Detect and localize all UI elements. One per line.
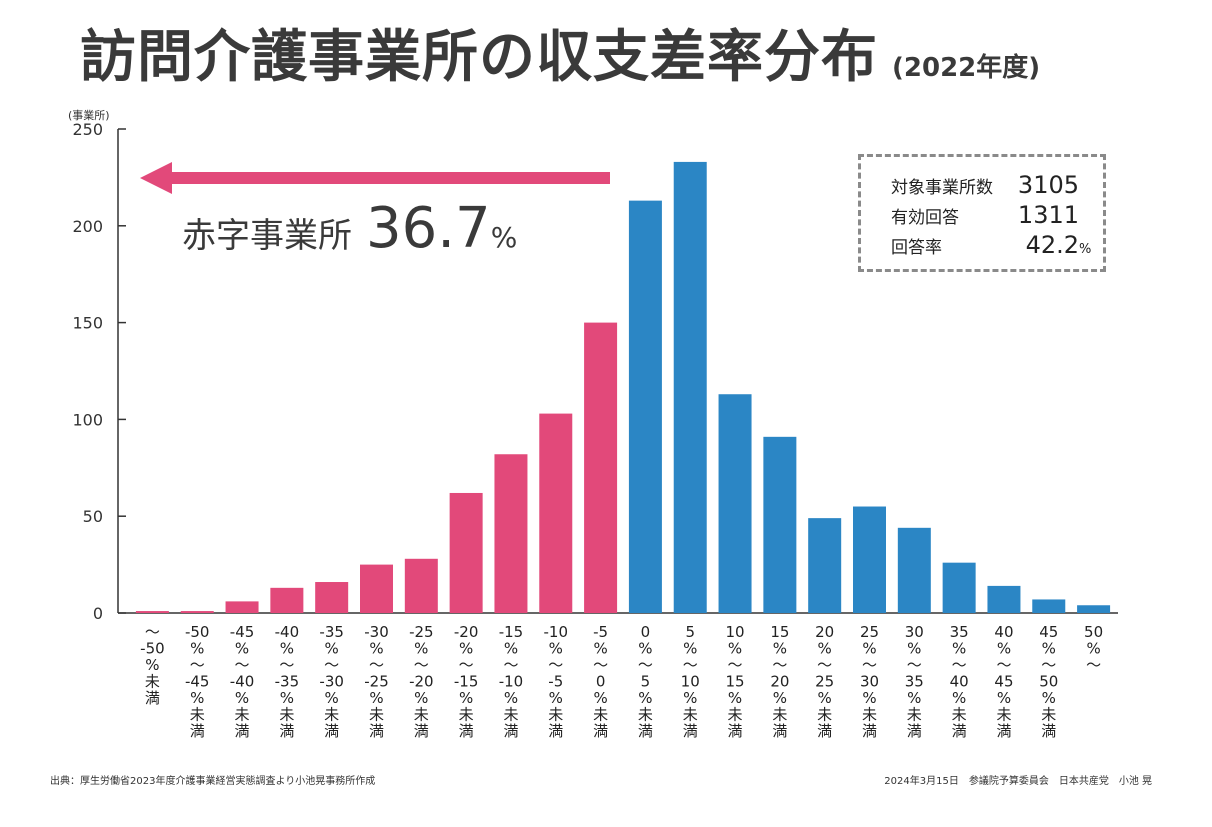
x-tick-label: 50 %〜 (1084, 623, 1103, 674)
bar (1077, 605, 1111, 613)
bar (628, 200, 662, 613)
bar (763, 436, 797, 613)
x-tick-label: -30 %〜-25 %未満 (364, 623, 389, 740)
x-tick-label: -15 %〜-10 %未満 (499, 623, 524, 740)
bar (1032, 599, 1066, 613)
stat-label: 対象事業所数 (891, 178, 993, 198)
stat-value: 3105 (1017, 171, 1079, 199)
bar (135, 611, 169, 613)
x-tick-label: 20 %〜 25 %未満 (815, 623, 834, 740)
bar (539, 413, 573, 613)
y-tick-label: 100 (72, 410, 103, 429)
bar (180, 611, 214, 613)
x-tick-label: 45 %〜 50 %未満 (1039, 623, 1058, 740)
x-tick-label: 5 %〜 10 %未満 (681, 623, 700, 740)
bar (270, 587, 304, 613)
y-tick-label: 150 (72, 314, 103, 333)
x-tick-label: -45 %〜-40 %未満 (230, 623, 255, 740)
bar (853, 506, 886, 613)
bar (360, 564, 393, 613)
x-tick-label: -25 %〜-20 %未満 (409, 623, 434, 740)
footer-source: 出典：厚生労働省2023年度介護事業経営実態調査より小池晃事務所作成 (50, 776, 376, 787)
bar (449, 492, 483, 613)
y-tick-label: 50 (83, 507, 103, 526)
bar (673, 161, 707, 614)
bar (225, 601, 259, 613)
bar-chart: (事業所) 0 50 100 150 200 250 〜-50 %未満 -50 %〜-45 %未満 -4… (68, 109, 1118, 740)
stat-value: 1311 (1017, 201, 1079, 229)
bar (315, 582, 349, 613)
bar (494, 454, 528, 613)
stat-label: 有効回答 (891, 208, 959, 228)
page-title: 訪問介護事業所の収支差率分布 (80, 25, 878, 90)
bar (897, 527, 931, 613)
stat-value: 42.2 (1025, 231, 1079, 259)
x-tick-label: -40 %〜-35 %未満 (275, 623, 300, 740)
y-tick-label: 0 (93, 604, 103, 623)
deficit-callout-value: 36.7 (366, 196, 491, 261)
stat-label: 回答率 (891, 238, 942, 258)
stat-row-valid: 有効回答 1311 (891, 201, 1103, 231)
footer-credit: 2024年3月15日 参議院予算委員会 日本共産党 小池 晃 (884, 776, 1152, 787)
y-axis-label: (事業所) (68, 109, 110, 122)
x-tick-label: -20 %〜-15 %未満 (454, 623, 479, 740)
bar (404, 558, 438, 613)
y-tick-label: 250 (72, 120, 103, 139)
x-tick-label: 0 %〜 5 %未満 (638, 623, 653, 740)
x-tick-label: 30 %〜 35 %未満 (905, 623, 924, 740)
stat-row-total: 対象事業所数 3105 (891, 171, 1103, 201)
bar (942, 562, 976, 613)
deficit-callout: 赤字事業所 36.7% (182, 196, 517, 261)
bar (808, 518, 842, 613)
bar (987, 585, 1021, 613)
y-tick-label: 200 (72, 217, 103, 236)
bar (584, 322, 618, 613)
x-tick-label: 40 %〜 45 %未満 (994, 623, 1013, 740)
x-tick-label: 25 %〜 30 %未満 (860, 623, 879, 740)
x-tick-label: 35 %〜 40 %未満 (950, 623, 969, 740)
x-tick-label: -5 %〜 0 %未満 (593, 623, 608, 740)
x-tick-label: 10 %〜 15 %未満 (725, 623, 744, 740)
title-block: 訪問介護事業所の収支差率分布 (2022年度) (80, 12, 1040, 93)
bar (718, 394, 752, 613)
x-tick-label: -50 %〜-45 %未満 (185, 623, 210, 740)
deficit-callout-label: 赤字事業所 (182, 216, 352, 256)
deficit-callout-unit: % (490, 221, 518, 254)
deficit-arrow-head (140, 162, 172, 194)
x-tick-label: -10 %〜-5 %未満 (544, 623, 569, 740)
x-tick-label: -35 %〜-30 %未満 (319, 623, 344, 740)
x-tick-label: 15 %〜 20 %未満 (770, 623, 789, 740)
stat-unit: % (1079, 242, 1092, 257)
x-tick-label: 〜-50 %未満 (140, 623, 165, 707)
survey-stats-box: 対象事業所数 3105 有効回答 1311 回答率 42.2 % (858, 154, 1106, 272)
page-subtitle: (2022年度) (892, 53, 1041, 83)
stat-row-rate: 回答率 42.2 % (891, 231, 1103, 261)
